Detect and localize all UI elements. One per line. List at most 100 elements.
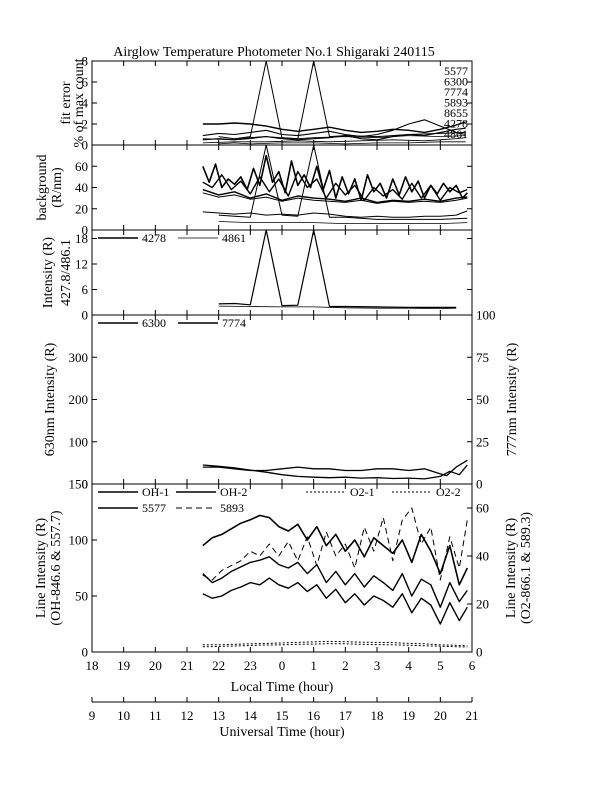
y-axis-label: fit error [59, 81, 74, 124]
y-tick-label: 300 [69, 350, 89, 365]
series-5577 [202, 514, 469, 586]
y-axis-label: (R/nm) [50, 167, 65, 208]
series-5893 [202, 135, 466, 141]
y-tick-label-right: 0 [476, 645, 483, 660]
y-tick-label-right: 50 [476, 392, 489, 407]
y-tick-label: 50 [75, 589, 88, 604]
series-OH-2 [202, 577, 468, 625]
legend-label: OH-2 [220, 485, 247, 499]
legend-label: O2-2 [436, 485, 461, 499]
legend-label: O2-1 [350, 485, 375, 499]
legend-label: 7774 [222, 316, 246, 330]
legend-label: 4278 [142, 231, 166, 245]
y-tick-label: 100 [69, 434, 89, 449]
series-6300 [202, 119, 466, 138]
series-4278 [218, 60, 466, 140]
x-axis-local-label: Local Time (hour) [231, 680, 334, 695]
legend-label: 7774 [444, 85, 468, 99]
y-axis-label: % of max count [72, 58, 87, 147]
x-tick-label-ut: 15 [276, 708, 289, 723]
y-axis-label: Intensity (R) [41, 237, 56, 308]
panel-red-lines: 0 100 200 300 0 25 50 75 100 630nm Intensity (R) 7… [43, 308, 520, 492]
x-tick-label-ut: 19 [402, 708, 415, 723]
y-axis-label-right: Line Intensity (R) [504, 518, 519, 619]
y-tick-label: 100 [69, 533, 89, 548]
x-tick-label-local: 0 [279, 658, 286, 673]
series-bg-4861 [218, 221, 468, 225]
y-tick-label-right: 75 [476, 350, 489, 365]
panel-background: 0 20 40 60 background (R/nm) [35, 144, 473, 238]
y-tick-label: 0 [82, 223, 89, 238]
y-axis-label: 630nm Intensity (R) [43, 342, 58, 456]
legend-label: 4861 [222, 231, 246, 245]
panel-frame [91, 314, 473, 485]
y-tick-label: 40 [75, 180, 88, 195]
y-tick-label: 0 [82, 138, 89, 153]
series-bg-4278 [218, 144, 468, 220]
series-6300 [202, 464, 468, 480]
y-tick-label: 6 [82, 282, 89, 297]
legend-label: 5893 [444, 96, 468, 110]
x-tick-label-ut: 18 [371, 708, 384, 723]
x-tick-label-ut: 11 [149, 708, 162, 723]
legend-label: 5577 [142, 501, 166, 515]
y-tick-label: 0 [82, 645, 89, 660]
x-axis-ut-label: Universal Time (hour) [219, 725, 345, 740]
x-tick-label-local: 19 [117, 658, 130, 673]
x-tick-label-local: 21 [181, 658, 194, 673]
series-O2-2 [202, 643, 468, 648]
legend-label: 6300 [444, 75, 468, 89]
panel-blue-lines: 0 6 12 18 Intensity (R) 427.8/486.1 4278 4861 [41, 229, 473, 323]
y-axis-label: Line Intensity (R) [34, 518, 49, 619]
series-bg-8655 [202, 210, 468, 218]
y-tick-label-right: 0 [476, 477, 483, 492]
y-tick-label: 6 [82, 75, 89, 90]
x-tick-label-ut: 9 [89, 708, 96, 723]
x-tick-label-local: 2 [342, 658, 349, 673]
x-tick-label-ut: 13 [212, 708, 225, 723]
x-tick-label-local: 3 [374, 658, 381, 673]
x-tick-label-local: 5 [437, 658, 444, 673]
series-5577 [202, 121, 466, 134]
series-4861 [218, 141, 466, 145]
x-tick-label-local: 6 [469, 658, 476, 673]
x-tick-label-local: 23 [244, 658, 257, 673]
x-tick-label-ut: 17 [339, 708, 353, 723]
series-4278 [218, 229, 457, 308]
panel-frame [91, 60, 473, 146]
x-tick-label-ut: 12 [181, 708, 194, 723]
legend-label: OH-1 [142, 485, 169, 499]
x-tick-label-ut: 10 [117, 708, 130, 723]
y-axis-label-right: 777nm Intensity (R) [505, 342, 520, 456]
chart-title: Airglow Temperature Photometer No.1 Shig… [113, 45, 434, 60]
x-tick-label-local: 22 [212, 658, 225, 673]
y-tick-label: 60 [75, 159, 88, 174]
legend-label: 5577 [444, 64, 468, 78]
x-tick-label-ut: 21 [466, 708, 479, 723]
series-5893 [202, 507, 468, 581]
legend-label: 5893 [220, 501, 244, 515]
legend-label: 6300 [142, 316, 166, 330]
y-tick-label: 0 [82, 308, 89, 323]
legend-label: 8655 [444, 106, 468, 120]
y-tick-label-right: 20 [476, 597, 489, 612]
series-OH-1 [202, 556, 468, 608]
y-tick-label: 18 [75, 231, 88, 246]
series-bg-5893 [202, 192, 468, 204]
series-bg-7774 [202, 188, 468, 204]
y-tick-label: 2 [82, 117, 89, 132]
y-tick-label-right: 25 [476, 434, 489, 449]
y-tick-label: 8 [82, 54, 89, 69]
x-tick-label-ut: 16 [307, 708, 321, 723]
y-axis-label: 427.8/486.1 [59, 239, 74, 306]
x-tick-label-ut: 20 [434, 708, 447, 723]
x-tick-label-local: 4 [405, 658, 412, 673]
series-bg-5577 [202, 154, 468, 202]
x-tick-label-ut: 14 [244, 708, 258, 723]
series-4861 [218, 305, 457, 310]
legend-label: 4861 [444, 127, 468, 141]
y-axis-label: (OH-846.6 & 557.7) [49, 510, 64, 625]
y-tick-label-right: 100 [476, 308, 496, 323]
